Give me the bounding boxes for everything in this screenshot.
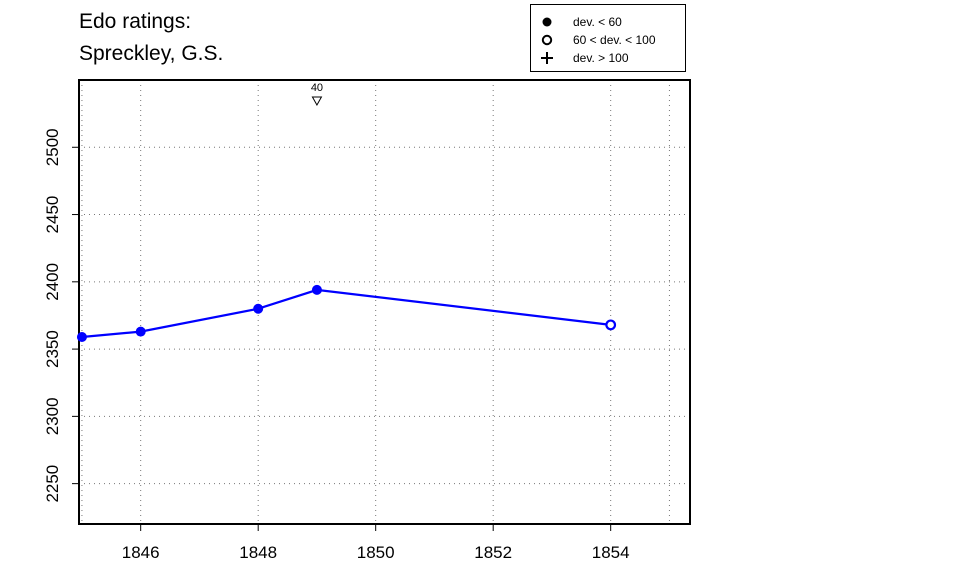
legend-item-filled-circle: dev. < 60: [531, 13, 687, 31]
plus-icon: [541, 52, 553, 64]
data-point-filled: [253, 303, 264, 314]
x-tick-label: 1846: [122, 543, 160, 562]
y-tick-label: 2300: [43, 397, 62, 435]
legend-item-plus: dev. > 100: [531, 49, 687, 67]
plot-frame: [78, 79, 691, 525]
y-tick-label: 2450: [43, 196, 62, 234]
legend: dev. < 60 60 < dev. < 100 dev. > 100: [530, 4, 686, 72]
y-tick-label: 2350: [43, 330, 62, 368]
y-tick-label: 2500: [43, 128, 62, 166]
open-circle-icon: [541, 34, 553, 46]
x-tick-label: 1848: [239, 543, 277, 562]
data-point-filled: [311, 284, 322, 295]
x-tick-label: 1854: [592, 543, 630, 562]
legend-label: dev. > 100: [573, 51, 629, 65]
legend-item-open-circle: 60 < dev. < 100: [531, 31, 687, 49]
y-tick-label: 2250: [43, 465, 62, 503]
x-tick-label: 1850: [357, 543, 395, 562]
annotation-label: 40: [311, 82, 323, 94]
series-line: [81, 288, 611, 339]
y-tick-label: 2400: [43, 263, 62, 301]
data-point-filled: [76, 331, 87, 342]
legend-label: 60 < dev. < 100: [573, 33, 656, 47]
x-tick-label: 1852: [474, 543, 512, 562]
filled-circle-icon: [542, 17, 552, 27]
down-triangle-icon: [311, 96, 323, 107]
data-point-open: [605, 319, 617, 331]
data-point-filled: [135, 326, 146, 337]
chart-title-line-2: Spreckley, G.S.: [79, 42, 224, 65]
legend-label: dev. < 60: [573, 15, 622, 29]
chart-title-line-1: Edo ratings:: [79, 10, 192, 33]
